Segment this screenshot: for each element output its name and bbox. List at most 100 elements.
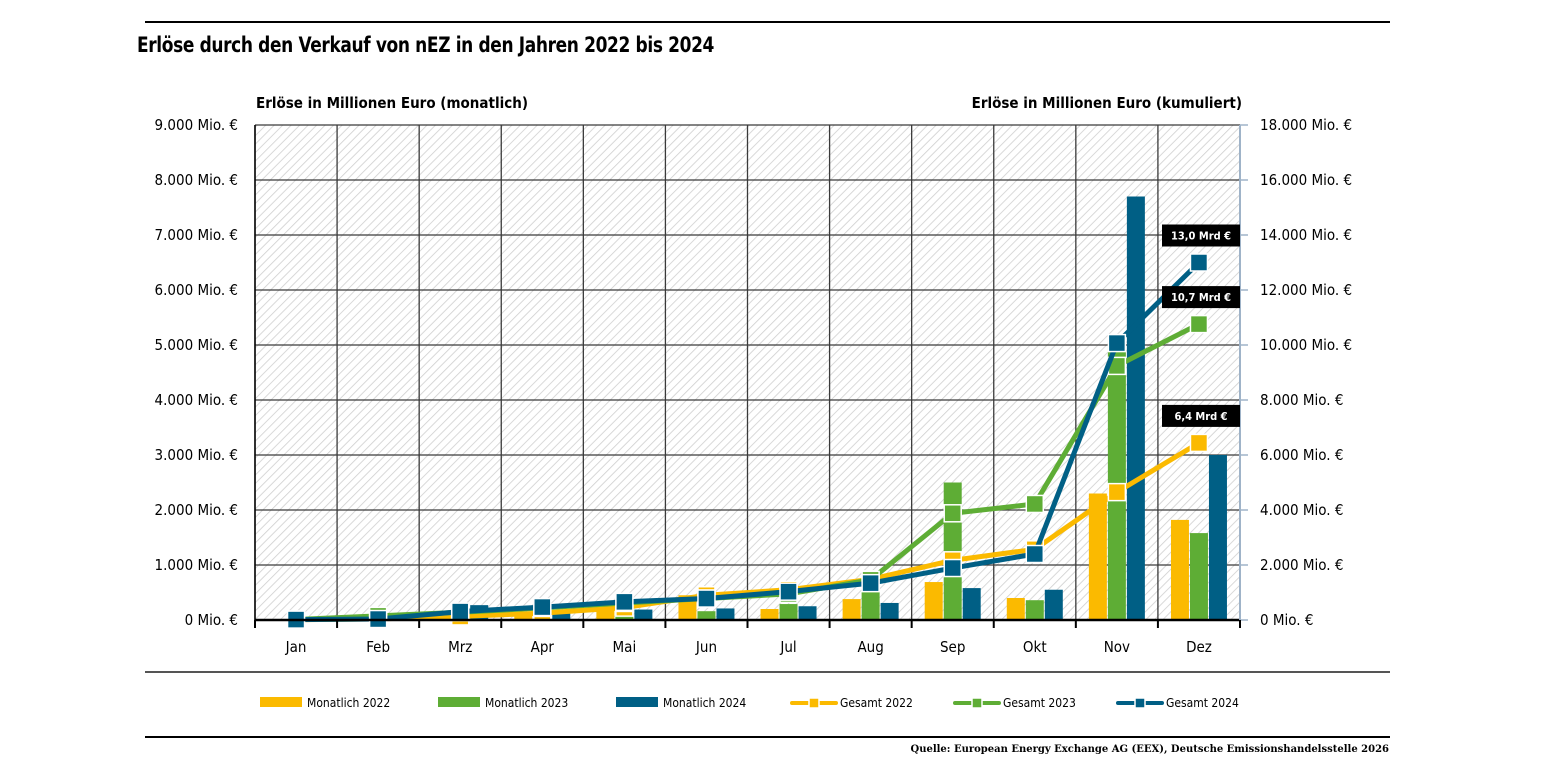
legend-swatch-marker: [971, 697, 983, 709]
x-tick-label: Mai: [613, 638, 637, 656]
y-tick-label-left: 5.000 Mio. €: [155, 336, 238, 354]
y-axis-title-left: Erlöse in Millionen Euro (monatlich): [256, 94, 528, 112]
line-gesamt-2024: [296, 260, 1201, 623]
legend-swatch-bar: [260, 697, 302, 707]
bar-monatlich-2023: [779, 604, 798, 620]
legend-swatch-marker: [1134, 697, 1146, 709]
y-tick-label-right: 16.000 Mio. €: [1260, 171, 1352, 189]
legend-label: Gesamt 2024: [1166, 696, 1239, 710]
y-tick-label-left: 6.000 Mio. €: [155, 281, 238, 299]
y-tick-label-left: 3.000 Mio. €: [155, 446, 238, 464]
marker-gesamt-2024: [533, 597, 552, 617]
bar-monatlich-2022: [1170, 519, 1189, 620]
bar-monatlich-2022: [842, 599, 861, 620]
y-tick-label-right: 4.000 Mio. €: [1260, 501, 1343, 519]
legend-item: Monatlich 2023: [438, 696, 568, 710]
bar-monatlich-2024: [798, 606, 817, 620]
legend-item: Monatlich 2024: [616, 696, 746, 710]
bar-monatlich-2023: [861, 591, 880, 620]
x-tick-label: Jul: [779, 638, 796, 656]
legend-item: Gesamt 2024: [1116, 696, 1239, 710]
y-tick-label-left: 0 Mio. €: [185, 611, 238, 629]
bar-monatlich-2023: [1025, 600, 1044, 620]
marker-gesamt-2022: [1107, 482, 1127, 502]
bar-monatlich-2022: [1088, 493, 1107, 620]
annotation-label: 6,4 Mrd €: [1174, 410, 1227, 423]
x-tick-label: Jan: [285, 638, 307, 656]
bar-monatlich-2022: [514, 613, 533, 620]
y-tick-label-left: 4.000 Mio. €: [155, 391, 238, 409]
legend-label: Gesamt 2022: [840, 696, 913, 710]
x-tick-label: Dez: [1186, 638, 1212, 656]
source-note: Quelle: European Energy Exchange AG (EEX…: [910, 744, 1389, 755]
legend-label: Monatlich 2022: [307, 696, 390, 710]
y-tick-label-right: 12.000 Mio. €: [1260, 281, 1352, 299]
chart-title: Erlöse durch den Verkauf von nEZ in den …: [137, 33, 715, 57]
bar-monatlich-2024: [716, 608, 735, 620]
marker-gesamt-2024: [450, 602, 470, 621]
bar-monatlich-2024: [880, 602, 899, 620]
y-tick-label-right: 10.000 Mio. €: [1260, 336, 1352, 354]
legend-item: Monatlich 2022: [260, 696, 390, 710]
y-tick-label-right: 2.000 Mio. €: [1260, 556, 1343, 574]
y-tick-label-right: 6.000 Mio. €: [1260, 446, 1343, 464]
annotation-box: [1162, 404, 1240, 427]
bar-monatlich-2024: [552, 613, 571, 620]
bar-monatlich-2022: [924, 582, 943, 620]
legend-item: Gesamt 2022: [790, 696, 913, 710]
legend-swatch-bar: [438, 697, 480, 707]
x-tick-label: Feb: [366, 638, 390, 656]
y-tick-label-right: 8.000 Mio. €: [1260, 391, 1343, 409]
line-gesamt-2022: [296, 440, 1201, 623]
y-tick-label-left: 8.000 Mio. €: [155, 171, 238, 189]
x-tick-label: Okt: [1023, 638, 1047, 656]
y-axis-title-right: Erlöse in Millionen Euro (kumuliert): [972, 94, 1242, 112]
annotation-label: 10,7 Mrd €: [1171, 291, 1231, 304]
x-tick-label: Jun: [695, 638, 717, 656]
y-tick-label-left: 2.000 Mio. €: [155, 501, 238, 519]
bottom-rule: [145, 736, 1390, 738]
marker-gesamt-2024: [861, 573, 880, 593]
top-rule: [145, 21, 1390, 23]
y-tick-label-right: 0 Mio. €: [1260, 611, 1313, 629]
legend-swatch-marker: [808, 697, 820, 709]
y-tick-label-left: 7.000 Mio. €: [155, 226, 238, 244]
marker-gesamt-2023: [943, 504, 962, 523]
annotation-label: 13,0 Mrd €: [1171, 230, 1231, 243]
bar-monatlich-2024: [1208, 455, 1227, 620]
bar-monatlich-2023: [1107, 339, 1126, 620]
legend-top-rule: [145, 671, 1390, 673]
legend-label: Monatlich 2023: [485, 696, 568, 710]
marker-gesamt-2024: [1189, 253, 1209, 272]
bar-monatlich-2022: [596, 609, 615, 620]
annotation-box: [1162, 286, 1240, 309]
bar-monatlich-2022: [1006, 598, 1025, 620]
marker-gesamt-2022: [1189, 433, 1209, 453]
marker-gesamt-2024: [1107, 333, 1127, 353]
x-tick-label: Apr: [531, 638, 555, 656]
y-tick-label-right: 14.000 Mio. €: [1260, 226, 1352, 244]
legend-swatch-bar: [616, 697, 658, 707]
bar-monatlich-2024: [634, 609, 653, 620]
y-tick-label-left: 1.000 Mio. €: [155, 556, 238, 574]
marker-gesamt-2023: [1025, 494, 1045, 514]
marker-gesamt-2024: [779, 582, 798, 601]
bar-monatlich-2023: [697, 611, 716, 620]
y-tick-label-right: 18.000 Mio. €: [1260, 116, 1352, 134]
marker-gesamt-2024: [1025, 544, 1045, 564]
bar-monatlich-2024: [962, 588, 981, 620]
bar-monatlich-2024: [1044, 589, 1063, 620]
bar-monatlich-2023: [1189, 533, 1208, 620]
annotation-box: [1162, 224, 1240, 247]
marker-gesamt-2024: [943, 558, 962, 578]
legend-label: Gesamt 2023: [1003, 696, 1076, 710]
x-tick-label: Sep: [940, 638, 965, 656]
y-tick-label-left: 9.000 Mio. €: [155, 116, 238, 134]
x-tick-label: Aug: [857, 638, 883, 656]
x-tick-label: Nov: [1104, 638, 1130, 656]
legend-item: Gesamt 2023: [953, 696, 1076, 710]
legend-label: Monatlich 2024: [663, 696, 746, 710]
bar-monatlich-2022: [760, 609, 779, 620]
marker-gesamt-2024: [615, 592, 634, 612]
x-tick-label: Mrz: [448, 638, 472, 656]
